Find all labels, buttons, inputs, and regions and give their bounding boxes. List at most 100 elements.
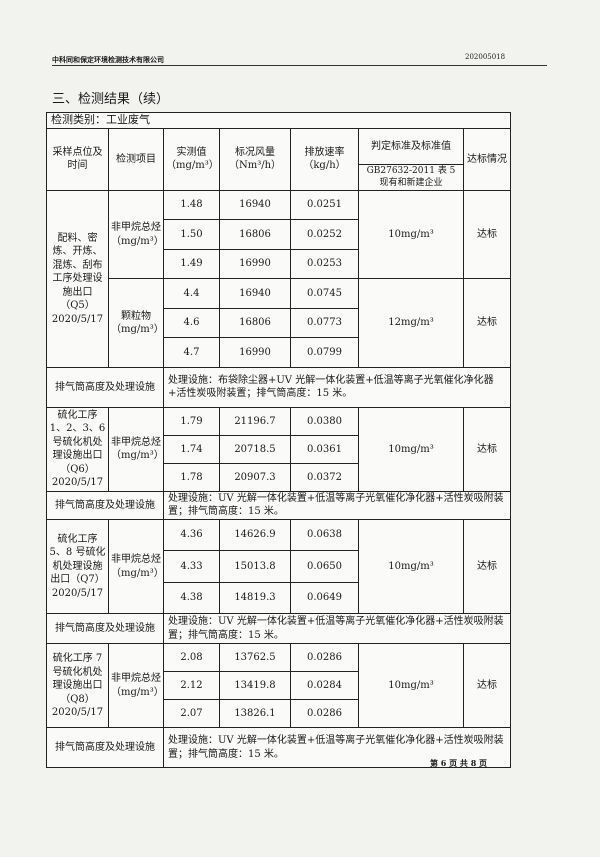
item-cell: 非甲烷总烃（mg/m³） [108, 406, 164, 492]
measured-value: 2.08 [163, 643, 220, 673]
header-divider [52, 65, 547, 66]
item-cell: 非甲烷总烃（mg/m³） [108, 518, 164, 615]
flow-value: 16990 [219, 337, 291, 368]
rate-value: 0.0638 [290, 518, 359, 552]
col-standard-title: 判定标准及标准值 [358, 127, 464, 165]
rate-value: 0.0251 [290, 189, 359, 221]
rate-value: 0.0252 [290, 219, 359, 250]
rate-value: 0.0286 [290, 699, 359, 729]
company-name: 中科同和保定环境检测技术有限公司 [52, 55, 164, 64]
measured-value: 1.74 [163, 434, 220, 464]
table-row: 配料、密炼、开炼、混炼、刮布工序处理设施出口（Q5）2020/5/17 非甲烷总烃… [46, 189, 512, 368]
facility-description: 处理设施：UV 光解一体化装置+低温等离子光氧催化净化器+活性炭吸附装置；排气筒… [162, 613, 512, 645]
facility-row: 排气筒高度及处理设施 处理设施：UV 光解一体化装置+低温等离子光氧催化净化器+活… [46, 727, 512, 769]
table-row: 硫化工序 1、2、3、6 号硫化机处理设施出口（Q6）2020/5/17 非甲烷总… [46, 406, 512, 492]
flow-value: 15013.8 [219, 550, 291, 583]
flow-value: 16940 [219, 278, 291, 309]
col-item: 检测项目 [108, 127, 164, 191]
rate-value: 0.0649 [290, 581, 359, 615]
standard-value: 10mg/m³ [358, 189, 464, 280]
facility-description: 处理设施：UV 光解一体化装置+低温等离子光氧催化净化器+活性炭吸附装置；排气筒… [162, 727, 512, 769]
facility-row: 排气筒高度及处理设施 处理设施：UV 光解一体化装置+低温等离子光氧催化净化器+活… [46, 490, 512, 520]
flow-value: 20907.3 [219, 462, 291, 492]
col-flow: 标况风量（Nm³/h） [219, 127, 291, 191]
location-cell: 硫化工序 5、8 号硫化机处理设施出口（Q7）2020/5/17 [46, 518, 109, 615]
flow-value: 14626.9 [219, 518, 291, 552]
measured-value: 2.12 [163, 671, 220, 701]
flow-value: 16940 [219, 189, 291, 221]
result-status: 达标 [462, 643, 512, 729]
flow-value: 13826.1 [219, 699, 291, 729]
rate-value: 0.0380 [290, 406, 359, 436]
measured-value: 2.07 [163, 699, 220, 729]
item-cell: 颗粒物（mg/m³） [108, 278, 164, 368]
facility-label: 排气筒高度及处理设施 [46, 727, 164, 769]
flow-value: 14819.3 [219, 581, 291, 615]
facility-row: 排气筒高度及处理设施 处理设施：布袋除尘器+UV 光解一体化装置+低温等离子光氧催… [46, 366, 512, 408]
table-row: 4.33 15013.8 0.0650 [47, 550, 511, 583]
flow-value: 16806 [219, 219, 291, 250]
measured-value: 4.4 [163, 278, 220, 309]
table-row: 颗粒物（mg/m³） 4.4 16940 0.0745 12mg/m³ 达标 [47, 278, 512, 368]
rate-value: 0.0773 [290, 307, 359, 339]
item-cell: 非甲烷总烃（mg/m³） [108, 189, 164, 280]
flow-value: 13419.8 [219, 671, 291, 701]
rate-value: 0.0284 [290, 671, 359, 701]
rate-value: 0.0745 [290, 278, 359, 309]
measured-value: 1.79 [163, 406, 220, 436]
flow-value: 16806 [219, 307, 291, 339]
table-row: 4.7 16990 0.0799 [47, 337, 511, 368]
col-result: 达标情况 [462, 127, 512, 191]
report-number: 202005018 [465, 53, 506, 61]
standard-value: 12mg/m³ [358, 278, 464, 368]
category-label: 检测类别：工业废气 [45, 112, 512, 129]
col-standard-ref: GB27632-2011 表 5 现有和新建企业 [358, 163, 464, 191]
measured-value: 1.50 [163, 219, 220, 250]
table-row: 硫化工序 7 号硫化机处理设施出口（Q8）2020/5/17 非甲烷总烃（mg/m… [46, 643, 512, 729]
measured-value: 1.48 [163, 189, 220, 221]
flow-value: 16990 [219, 248, 291, 280]
table-row: 4.38 14819.3 0.0649 [47, 581, 511, 615]
measured-value: 1.49 [163, 248, 220, 280]
location-cell: 硫化工序 1、2、3、6 号硫化机处理设施出口（Q6）2020/5/17 [46, 406, 109, 492]
location-cell: 硫化工序 7 号硫化机处理设施出口（Q8）2020/5/17 [46, 643, 109, 729]
rate-value: 0.0799 [290, 337, 359, 368]
measured-value: 4.38 [163, 581, 220, 615]
item-cell: 非甲烷总烃（mg/m³） [108, 643, 164, 729]
rate-value: 0.0361 [290, 434, 359, 464]
flow-value: 21196.7 [219, 406, 291, 436]
measured-value: 4.36 [163, 518, 220, 552]
result-status: 达标 [462, 278, 512, 368]
measured-value: 1.78 [163, 462, 220, 492]
table-row: 2.12 13419.8 0.0284 [47, 671, 511, 701]
location-cell: 配料、密炼、开炼、混炼、刮布工序处理设施出口（Q5）2020/5/17 [46, 189, 109, 368]
standard-value: 10mg/m³ [358, 643, 464, 729]
col-measured: 实测值（mg/m³） [163, 127, 220, 191]
rate-value: 0.0372 [290, 462, 359, 492]
facility-row: 排气筒高度及处理设施 处理设施：UV 光解一体化装置+低温等离子光氧催化净化器+活… [46, 613, 512, 645]
rate-value: 0.0286 [290, 643, 359, 673]
facility-description: 处理设施：UV 光解一体化装置+低温等离子光氧催化净化器+活性炭吸附装置；排气筒… [162, 490, 512, 520]
facility-label: 排气筒高度及处理设施 [46, 613, 164, 645]
table-row: 1.78 20907.3 0.0372 [47, 462, 511, 492]
col-rate: 排放速率（kg/h） [290, 127, 359, 191]
results-table: 检测类别：工业废气 采样点位及时间 检测项目 实测值（mg/m³） 标况风量（N… [45, 112, 512, 769]
measured-value: 4.7 [163, 337, 220, 368]
result-status: 达标 [462, 518, 512, 615]
col-location: 采样点位及时间 [46, 127, 109, 191]
result-status: 达标 [462, 189, 512, 280]
table-row: 1.74 20718.5 0.0361 [47, 434, 511, 464]
flow-value: 13762.5 [219, 643, 291, 673]
section-title: 三、检测结果（续） [52, 92, 170, 107]
facility-label: 排气筒高度及处理设施 [46, 490, 164, 520]
facility-label: 排气筒高度及处理设施 [46, 366, 164, 408]
standard-value: 10mg/m³ [358, 406, 464, 492]
rate-value: 0.0650 [290, 550, 359, 583]
page-number: 第 6 页 共 8 页 [430, 758, 488, 768]
rate-value: 0.0253 [290, 248, 359, 280]
flow-value: 20718.5 [219, 434, 291, 464]
table-row: 硫化工序 5、8 号硫化机处理设施出口（Q7）2020/5/17 非甲烷总烃（mg… [46, 518, 512, 615]
measured-value: 4.6 [163, 307, 220, 339]
facility-description: 处理设施：布袋除尘器+UV 光解一体化装置+低温等离子光氧催化净化器+活性炭吸附… [162, 366, 512, 408]
table-row: 1.49 16990 0.0253 [47, 248, 511, 280]
